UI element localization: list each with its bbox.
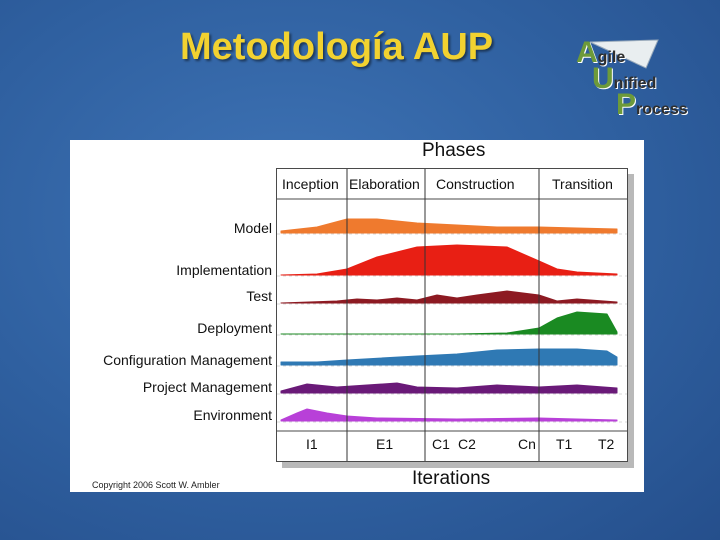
discipline-label-model: Model	[233, 220, 272, 236]
discipline-band-model	[280, 218, 618, 234]
discipline-band-deployment	[280, 311, 618, 335]
phase-label-transition: Transition	[552, 176, 613, 192]
iterations-footer: Iterations	[412, 468, 491, 489]
logo-line-agile: Agile	[576, 36, 626, 69]
discipline-band-test	[280, 290, 618, 304]
phase-label-construction: Construction	[436, 176, 515, 192]
discipline-band-configuration-management	[280, 348, 618, 366]
discipline-band-project-management	[280, 382, 618, 394]
logo-line-process: Process	[616, 88, 688, 121]
discipline-band-implementation	[280, 244, 618, 276]
logo-line-unified: Unified	[592, 62, 657, 95]
copyright-text: Copyright 2006 Scott W. Ambler	[92, 480, 220, 490]
discipline-chart-svg	[277, 169, 627, 461]
discipline-label-test: Test	[246, 288, 272, 304]
iteration-label-i1: I1	[306, 436, 318, 452]
discipline-label-configuration-management: Configuration Management	[103, 352, 272, 368]
iteration-label-cn: Cn	[518, 436, 536, 452]
iteration-label-e1: E1	[376, 436, 394, 452]
discipline-band-environment	[280, 408, 618, 422]
iteration-label-c1: C1	[432, 436, 450, 452]
discipline-label-project-management: Project Management	[142, 379, 272, 395]
aup-diagram-panel: Phases Inception Elaboration Constructio…	[70, 140, 644, 492]
phases-header: Phases	[422, 140, 486, 161]
phase-label-elaboration: Elaboration	[349, 176, 420, 192]
iteration-label-c2: C2	[458, 436, 476, 452]
discipline-chart	[276, 168, 628, 462]
discipline-label-implementation: Implementation	[176, 262, 272, 278]
discipline-label-deployment: Deployment	[197, 320, 272, 336]
iteration-label-t1: T1	[556, 436, 573, 452]
phase-label-inception: Inception	[282, 176, 339, 192]
aup-logo: Agile Unified Process	[572, 34, 702, 121]
slide-title: Metodología AUP	[180, 26, 494, 68]
discipline-label-environment: Environment	[193, 407, 272, 423]
iteration-label-t2: T2	[598, 436, 615, 452]
logo-swoosh-icon	[589, 39, 659, 69]
